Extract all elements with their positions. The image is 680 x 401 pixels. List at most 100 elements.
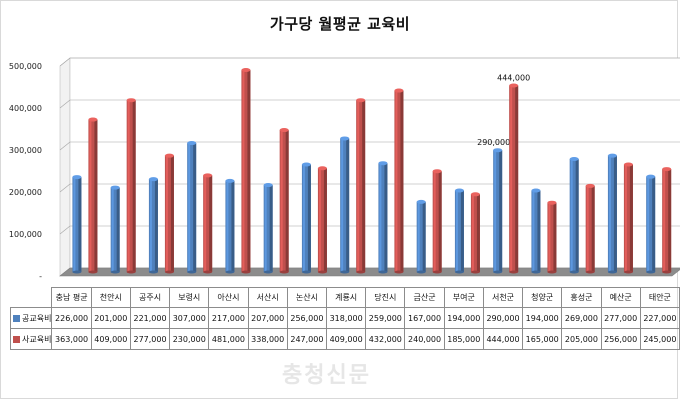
table-cell: 240,000 [404,328,445,350]
bar-base-0-3 [187,270,197,274]
bar-shade-1-4 [247,69,251,272]
bar-highlight-1-7 [357,100,360,272]
gridline-diag [59,141,71,151]
bar-shade-0-8 [384,163,388,272]
bar-base-1-5 [279,270,289,274]
category-label: 청양군 [522,287,563,308]
bar-top-0-14 [607,153,617,158]
bar-highlight-1-9 [433,171,436,272]
bar-highlight-1-4 [242,69,245,272]
bar-shade-0-0 [78,177,82,272]
bar-shade-1-15 [668,169,672,272]
bar-public-13 [569,159,579,272]
bar-base-1-1 [126,270,136,274]
table-cell: 227,000 [639,307,680,329]
bar-highlight-0-6 [302,164,305,272]
bar-base-1-10 [470,270,480,274]
table-cell: 290,000 [482,307,524,329]
bar-top-1-3 [203,173,213,178]
legend-key [13,314,20,322]
bar-shade-1-9 [438,171,442,272]
chart-floor [59,267,680,277]
bar-base-1-8 [394,270,404,274]
category-label: 보령시 [169,287,210,308]
category-label: 아산시 [208,287,249,308]
table-cell: 338,000 [247,328,288,350]
bar-top-1-15 [662,167,672,172]
chart-title: 가구당 월평균 교육비 [269,15,411,33]
table-cell: 432,000 [365,328,406,350]
bar-top-1-1 [126,98,136,103]
category-label: 논산시 [286,287,328,308]
bar-top-0-3 [187,141,197,146]
bar-highlight-1-2 [165,155,168,272]
bar-public-11 [493,150,503,272]
bar-shade-1-2 [170,155,174,272]
table-cell: 201,000 [90,307,131,329]
table-cell: 256,000 [286,307,328,329]
side-wall [59,57,71,277]
bar-top-1-9 [432,169,442,174]
bar-top-1-4 [241,67,251,72]
category-label: 서천군 [482,287,524,308]
bar-top-0-8 [378,161,388,166]
bar-base-1-3 [203,270,213,274]
data-label: 444,000 [497,74,530,83]
bar-shade-0-2 [154,179,158,272]
bar-public-1 [110,187,120,272]
legend-entry: 사교육비 [9,328,53,350]
bar-top-0-4 [225,178,235,183]
bar-private-6 [317,168,327,272]
bar-highlight-1-12 [548,202,551,272]
bar-shade-1-0 [94,119,98,272]
bar-private-4 [241,69,251,272]
bar-private-3 [203,175,213,272]
y-tick-label: 100,000 [9,230,42,239]
bar-base-1-6 [317,270,327,274]
bar-shade-1-10 [476,194,480,272]
bar-shade-1-12 [553,202,557,272]
bar-public-6 [301,164,311,272]
table-cell: 226,000 [51,307,92,329]
data-label: 290,000 [477,138,510,147]
bar-top-1-14 [623,162,633,167]
category-label: 계룡시 [326,287,367,308]
table-cell: 409,000 [326,328,367,350]
bar-shade-1-5 [285,130,289,272]
bar-base-0-7 [340,270,350,274]
bar-top-0-5 [263,183,273,188]
bar-top-0-6 [301,162,311,167]
bar-private-8 [394,90,404,272]
category-label: 서산시 [247,287,288,308]
bar-public-7 [340,138,350,272]
table-corner [10,287,53,308]
table-cell: 256,000 [600,328,641,350]
bar-base-1-0 [88,270,98,274]
category-label: 부여군 [443,287,484,308]
bar-base-0-0 [72,270,82,274]
bar-base-0-15 [646,270,656,274]
gridline-diag [59,225,71,235]
bar-shade-1-3 [209,175,213,272]
bar-highlight-0-4 [226,180,229,272]
bar-shade-0-10 [460,190,464,272]
table-cell: 444,000 [482,328,524,350]
bar-public-10 [454,190,464,272]
bar-highlight-0-12 [532,190,535,272]
bar-top-0-10 [454,188,464,193]
bar-shade-1-13 [591,185,595,272]
bar-base-1-13 [585,270,595,274]
bar-highlight-0-14 [608,155,611,272]
bar-base-1-9 [432,270,442,274]
bar-shade-0-7 [346,138,350,272]
legend-entry: 공교육비 [9,307,53,329]
bar-shade-0-15 [652,176,656,272]
data-table: 충남 평균 천안시 공주시 보령시 아산시 서산시 논산시 계룡시 당진시 금산군 부여군 서천군 청양… [9,287,680,350]
bar-shade-1-7 [362,100,366,272]
bar-private-9 [432,171,442,272]
bar-public-5 [263,185,273,272]
bar-shade-1-6 [323,168,327,272]
bar-highlight-0-9 [417,201,420,272]
bar-public-12 [531,190,541,272]
